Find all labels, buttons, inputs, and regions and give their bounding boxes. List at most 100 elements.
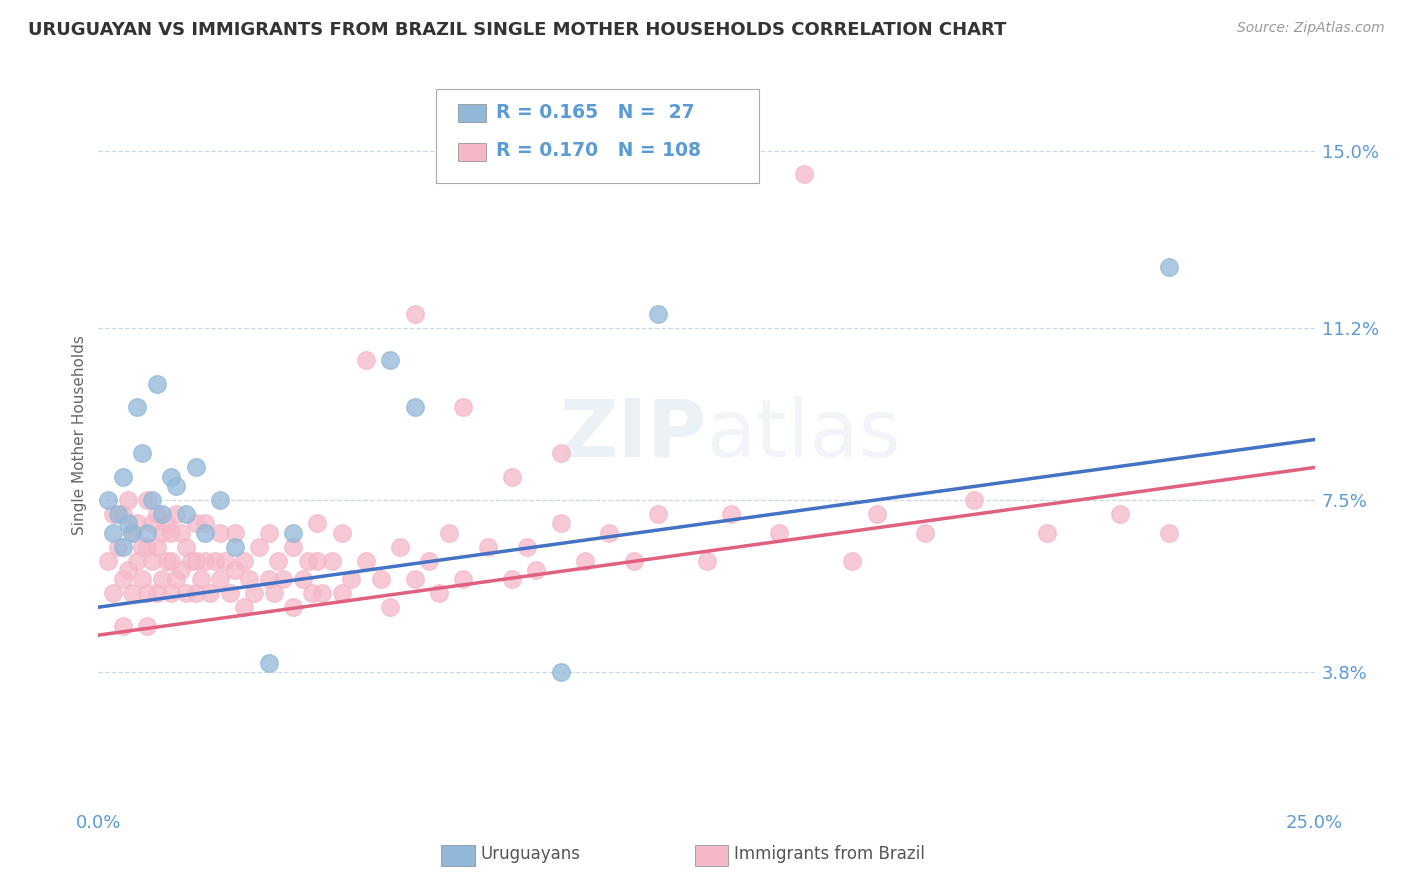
Point <box>170 525 193 540</box>
Point <box>209 493 232 508</box>
Point <box>97 493 120 508</box>
Point <box>866 507 889 521</box>
Point <box>263 586 285 600</box>
Point <box>165 572 187 586</box>
Point <box>224 525 246 540</box>
Point <box>330 525 353 540</box>
Point <box>238 572 260 586</box>
Text: Uruguayans: Uruguayans <box>481 845 581 863</box>
Point <box>307 516 329 531</box>
Point <box>150 525 173 540</box>
Text: Source: ZipAtlas.com: Source: ZipAtlas.com <box>1237 21 1385 35</box>
Point <box>136 540 159 554</box>
Point <box>209 572 232 586</box>
Point <box>131 446 153 460</box>
Point <box>146 540 169 554</box>
Point <box>174 586 197 600</box>
Point <box>380 600 402 615</box>
Point <box>340 572 363 586</box>
Point <box>200 586 222 600</box>
Point <box>963 493 986 508</box>
Point <box>1036 525 1059 540</box>
Point <box>146 376 169 391</box>
Point <box>550 446 572 460</box>
Point <box>194 525 217 540</box>
Point <box>1109 507 1132 521</box>
Point <box>184 516 207 531</box>
Point <box>841 553 863 567</box>
Point <box>218 586 240 600</box>
Point <box>209 525 232 540</box>
Point <box>404 400 426 414</box>
Point <box>111 469 134 483</box>
Point <box>257 572 280 586</box>
Point <box>101 525 124 540</box>
Text: ZIP: ZIP <box>560 396 707 474</box>
Point <box>170 563 193 577</box>
Point <box>127 553 149 567</box>
Point <box>914 525 936 540</box>
Point <box>696 553 718 567</box>
Point <box>418 553 440 567</box>
Point <box>224 540 246 554</box>
Point <box>131 540 153 554</box>
Point <box>141 553 163 567</box>
Point <box>501 572 523 586</box>
Point <box>136 493 159 508</box>
Point <box>160 553 183 567</box>
Text: R = 0.165   N =  27: R = 0.165 N = 27 <box>496 103 695 122</box>
Point <box>301 586 323 600</box>
Point <box>194 553 217 567</box>
Point <box>647 307 669 321</box>
Point <box>107 507 129 521</box>
Point <box>127 400 149 414</box>
Point <box>793 167 815 181</box>
Point <box>623 553 645 567</box>
Point <box>160 586 183 600</box>
Point <box>598 525 620 540</box>
Point <box>141 493 163 508</box>
Point <box>224 563 246 577</box>
Point <box>243 586 266 600</box>
Point <box>150 507 173 521</box>
Point <box>141 516 163 531</box>
Point <box>330 586 353 600</box>
Point <box>107 540 129 554</box>
Point <box>146 586 169 600</box>
Point <box>1157 260 1180 275</box>
Point <box>117 493 139 508</box>
Point <box>174 507 197 521</box>
Point <box>247 540 270 554</box>
Point <box>768 525 790 540</box>
Point <box>111 619 134 633</box>
Point <box>380 353 402 368</box>
Point <box>404 572 426 586</box>
Point <box>291 572 314 586</box>
Point <box>389 540 412 554</box>
Point <box>297 553 319 567</box>
Point <box>321 553 343 567</box>
Y-axis label: Single Mother Households: Single Mother Households <box>72 334 87 535</box>
Point <box>404 307 426 321</box>
Point <box>1157 525 1180 540</box>
Point <box>281 525 304 540</box>
Point <box>165 507 187 521</box>
Point <box>354 353 377 368</box>
Point <box>233 600 256 615</box>
Point <box>184 553 207 567</box>
Point <box>647 507 669 521</box>
Point <box>111 540 134 554</box>
Text: Immigrants from Brazil: Immigrants from Brazil <box>734 845 925 863</box>
Point <box>281 600 304 615</box>
Point <box>117 516 139 531</box>
Point <box>524 563 547 577</box>
Point <box>150 572 173 586</box>
Point <box>121 525 143 540</box>
Point <box>257 525 280 540</box>
Point <box>501 469 523 483</box>
Point <box>194 516 217 531</box>
Point <box>453 572 475 586</box>
Point <box>550 665 572 680</box>
Point <box>160 469 183 483</box>
Point <box>720 507 742 521</box>
